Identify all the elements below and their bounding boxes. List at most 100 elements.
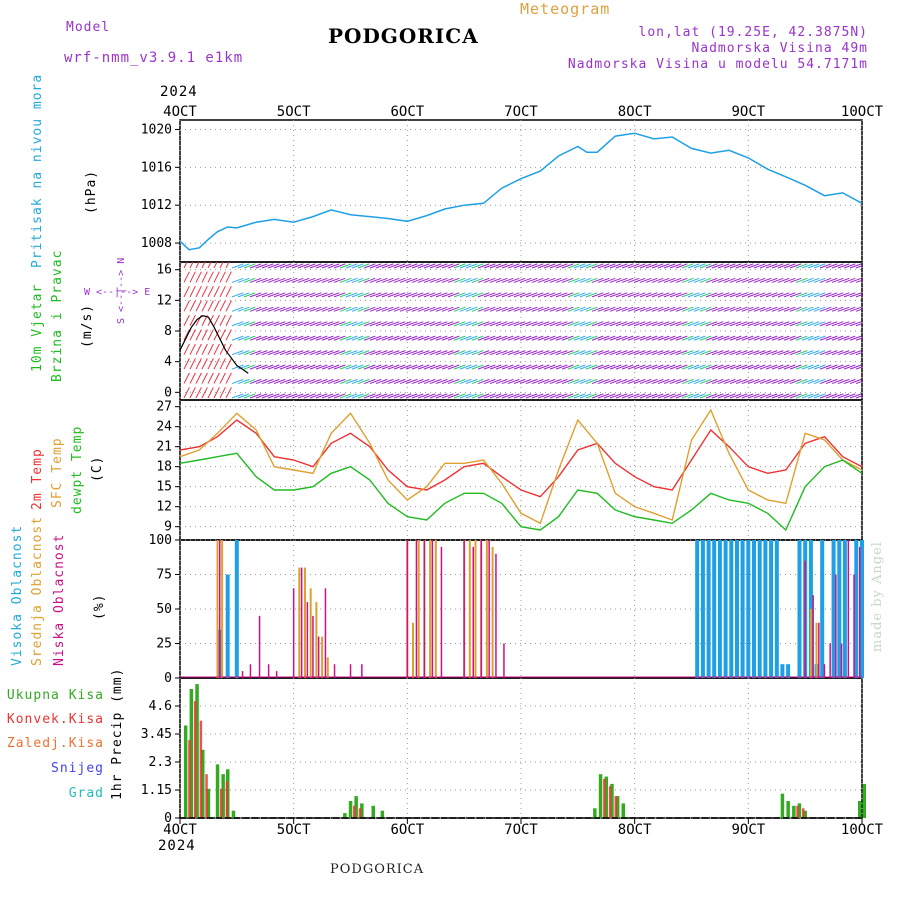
wind-barb — [543, 277, 556, 283]
wind-barb — [633, 263, 646, 269]
wind-barb — [573, 378, 586, 385]
wind-barb — [435, 364, 448, 370]
wind-barb — [747, 350, 760, 356]
wind-barb — [357, 292, 370, 298]
wind-barb — [249, 263, 262, 269]
wind-barb — [735, 263, 748, 269]
wind-barb — [615, 335, 628, 341]
wind-barb — [549, 263, 562, 269]
wind-barb — [777, 306, 790, 312]
wind-barb — [597, 292, 610, 298]
wind-barb — [549, 393, 562, 399]
wind-barb — [555, 393, 568, 399]
wind-barb — [465, 263, 478, 269]
wind-barb — [507, 364, 520, 370]
high-cloud-bar — [842, 540, 847, 678]
wind-barb — [375, 306, 388, 312]
wind-barb — [747, 263, 760, 269]
wind-barb — [417, 263, 430, 269]
wind-barb — [735, 393, 748, 399]
wind-barb — [831, 378, 844, 385]
wind-barb — [849, 277, 862, 283]
wind-barb — [495, 350, 508, 356]
wind-barb — [465, 277, 478, 283]
wind-barb — [735, 350, 748, 356]
wind-barb — [285, 277, 298, 283]
wind-barb — [735, 277, 748, 283]
wind-barb — [495, 292, 508, 298]
wind-barb — [693, 321, 706, 327]
wind-barb — [309, 393, 322, 399]
wind-barb — [717, 321, 730, 327]
precip-ytick-label: 4.6 — [149, 699, 172, 714]
wind-barb — [315, 321, 328, 327]
wind-barb — [333, 335, 346, 341]
wind-barb — [537, 277, 550, 283]
wind-barb — [669, 263, 682, 269]
wind-barb — [207, 271, 214, 283]
wind-barb — [411, 364, 424, 370]
wind-barb — [621, 335, 634, 341]
x-tick-label-bottom: 8OCT — [618, 822, 652, 838]
wind-barb — [363, 263, 376, 269]
mid-cloud-bar — [474, 540, 477, 678]
total-rain-bar — [615, 796, 620, 818]
wind-barb — [693, 306, 706, 312]
wind-barb — [441, 350, 454, 356]
wind-barb — [537, 350, 550, 356]
wind-barb — [687, 393, 700, 399]
wind-barb — [249, 364, 262, 370]
wind-barb — [459, 378, 472, 385]
wind-barb — [429, 393, 442, 399]
wind-barb — [615, 292, 628, 298]
wind-barb — [237, 378, 250, 385]
wind-barb — [405, 335, 418, 341]
wind-barb — [777, 364, 790, 370]
wind-barb — [585, 393, 598, 399]
wind-barb — [285, 378, 298, 385]
wind-barb — [807, 393, 820, 399]
low-cloud-bar — [480, 540, 482, 678]
wind-barb — [687, 335, 700, 341]
total-rain-bar — [201, 749, 205, 818]
wind-barb — [783, 335, 796, 341]
wind-barb — [705, 364, 718, 370]
mid-cloud-bar — [417, 540, 420, 678]
wind-barb — [789, 364, 802, 370]
wind-barb — [465, 393, 478, 399]
wind-barb — [855, 366, 862, 370]
wind-barb — [291, 378, 304, 385]
wind-barb — [435, 306, 448, 312]
wind-barb — [333, 350, 346, 356]
wind-barb — [441, 277, 454, 283]
wind-barb — [831, 321, 844, 327]
wind-barb — [501, 321, 514, 327]
wind-barb — [369, 364, 382, 370]
wind-barb — [741, 364, 754, 370]
wind-barb — [375, 321, 388, 327]
wind-barb — [423, 306, 436, 312]
total-rain-bar — [858, 801, 862, 818]
high-cloud-bar — [769, 540, 774, 678]
wind-barb — [267, 393, 280, 399]
wind-barb — [423, 350, 436, 356]
mid-cloud-bar — [315, 602, 318, 678]
wind-barb — [297, 393, 310, 399]
wind-barb — [489, 335, 502, 341]
wind-barb — [831, 277, 844, 283]
wind-barb — [789, 277, 802, 283]
wind-barb — [255, 393, 268, 399]
wind-barb — [645, 364, 658, 370]
wind-barb — [681, 393, 694, 399]
wind-barb — [681, 306, 694, 312]
wind-barb — [435, 277, 448, 283]
wind-barb — [855, 395, 862, 399]
wind-barb — [813, 393, 826, 399]
wind-barb — [333, 321, 346, 327]
wind-barb — [525, 378, 538, 385]
total-rain-bar — [610, 783, 614, 818]
wind-barb — [651, 263, 664, 269]
wind-barb — [417, 378, 430, 385]
wind-barb — [747, 335, 760, 341]
total-rain-bar — [231, 810, 236, 818]
